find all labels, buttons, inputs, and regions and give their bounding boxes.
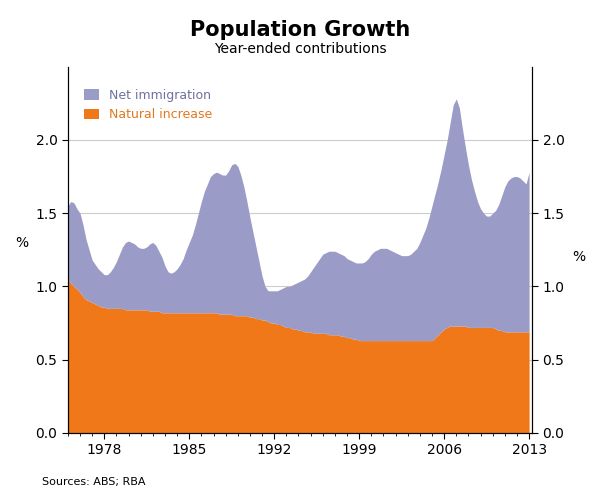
Y-axis label: %: % — [15, 236, 28, 250]
Text: Year-ended contributions: Year-ended contributions — [214, 42, 386, 56]
Legend: Net immigration, Natural increase: Net immigration, Natural increase — [79, 84, 217, 126]
Text: Population Growth: Population Growth — [190, 20, 410, 40]
Text: Sources: ABS; RBA: Sources: ABS; RBA — [42, 477, 146, 487]
Y-axis label: %: % — [572, 250, 585, 264]
